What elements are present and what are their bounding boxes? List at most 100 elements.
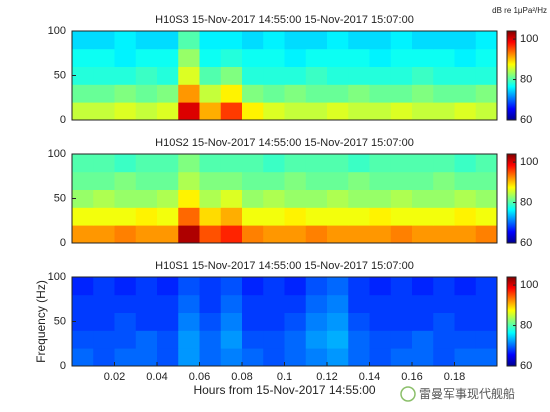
heatmap-cell <box>199 171 222 190</box>
heatmap-cell <box>199 84 222 103</box>
heatmap-cell <box>242 207 264 226</box>
heatmap-cell <box>348 154 370 173</box>
heatmap-cell <box>242 330 264 349</box>
heatmap-cell <box>178 102 200 121</box>
heatmap-cell <box>305 84 328 103</box>
heatmap-cell <box>369 84 392 103</box>
heatmap-cell <box>114 294 137 313</box>
heatmap-cell <box>305 330 328 349</box>
heatmap-cell <box>135 171 158 190</box>
heatmap-cell <box>284 330 307 349</box>
y-tick-label: 50 <box>54 315 66 327</box>
heatmap-cell <box>242 154 264 173</box>
heatmap-cell <box>72 154 94 173</box>
heatmap-cell <box>390 66 413 85</box>
heatmap-cell <box>454 84 477 103</box>
heatmap-cell <box>199 207 222 226</box>
heatmap-cell <box>93 102 115 121</box>
heatmap-cell <box>369 66 392 85</box>
colorbar-tick-label: 80 <box>520 196 532 208</box>
heatmap-cell <box>284 207 307 226</box>
heatmap-cell <box>475 312 498 331</box>
heatmap-cell <box>220 31 243 50</box>
heatmap-cell <box>93 312 115 331</box>
heatmap-cell <box>135 312 158 331</box>
heatmap-cell <box>305 312 328 331</box>
heatmap-cell <box>157 31 179 50</box>
heatmap-cell <box>135 102 158 121</box>
heatmap-cell <box>390 189 413 208</box>
heatmap-cell <box>242 277 264 296</box>
heatmap-cell <box>305 171 328 190</box>
heatmap-cell <box>199 102 222 121</box>
heatmap-cell <box>284 312 307 331</box>
heatmap-cell <box>72 312 94 331</box>
heatmap-cell <box>433 48 455 67</box>
heatmap-cell <box>135 330 158 349</box>
heatmap-cell <box>263 207 285 226</box>
heatmap-cell <box>220 66 243 85</box>
heatmap-cell <box>135 48 158 67</box>
heatmap-cell <box>284 66 307 85</box>
heatmap-cell <box>199 348 222 367</box>
heatmap-cell <box>454 48 477 67</box>
heatmap-cell <box>454 312 477 331</box>
heatmap-cell <box>454 189 477 208</box>
heatmap-cell <box>114 31 137 50</box>
heatmap-cell <box>93 84 115 103</box>
heatmap-cell <box>284 154 307 173</box>
heatmap-cell <box>93 66 115 85</box>
heatmap-cell <box>242 171 264 190</box>
heatmap-cell <box>135 189 158 208</box>
heatmap-cell <box>348 171 370 190</box>
heatmap-cell <box>390 294 413 313</box>
heatmap-cell <box>305 294 328 313</box>
heatmap-cell <box>305 277 328 296</box>
heatmap-cell <box>284 171 307 190</box>
heatmap-cell <box>284 348 307 367</box>
heatmap-cell <box>72 102 94 121</box>
heatmap-cell <box>178 330 200 349</box>
heatmap-cell <box>412 225 434 244</box>
y-tick-label: 0 <box>60 237 66 249</box>
heatmap-cell <box>72 48 94 67</box>
heatmap-cell <box>263 277 285 296</box>
heatmap-cell <box>475 207 498 226</box>
heatmap-cell <box>412 48 434 67</box>
panel-title: H10S1 15-Nov-2017 14:55:00 15-Nov-2017 1… <box>155 260 414 272</box>
heatmap-cell <box>412 294 434 313</box>
heatmap-cell <box>327 348 349 367</box>
heatmap-cell <box>412 207 434 226</box>
heatmap-cell <box>284 84 307 103</box>
heatmap-cell <box>369 171 392 190</box>
heatmap-cell <box>72 84 94 103</box>
y-axis-label: Frequency (Hz) <box>34 280 48 363</box>
heatmap-cell <box>284 189 307 208</box>
y-tick-label: 50 <box>54 192 66 204</box>
heatmap-cell <box>433 330 455 349</box>
heatmap-cell <box>178 171 200 190</box>
heatmap-cell <box>93 348 115 367</box>
heatmap-cell <box>114 312 137 331</box>
heatmap-cell <box>178 84 200 103</box>
heatmap-cell <box>157 189 179 208</box>
heatmap-cell <box>454 171 477 190</box>
heatmap-cell <box>327 154 349 173</box>
heatmap-cell <box>327 277 349 296</box>
heatmap-cell <box>412 330 434 349</box>
heatmap-cell <box>327 312 349 331</box>
heatmap-cell <box>135 277 158 296</box>
heatmap-cell <box>157 48 179 67</box>
heatmap-cell <box>475 330 498 349</box>
colorbar-tick-label: 100 <box>520 279 538 291</box>
colorbar-tick-label: 60 <box>520 114 532 126</box>
heatmap-cell <box>412 102 434 121</box>
panel-title: H10S3 15-Nov-2017 14:55:00 15-Nov-2017 1… <box>155 14 414 26</box>
heatmap-cell <box>369 31 392 50</box>
heatmap-cell <box>263 48 285 67</box>
heatmap-cell <box>199 48 222 67</box>
colorbar-tick-label: 60 <box>520 360 532 372</box>
heatmap-cell <box>263 348 285 367</box>
heatmap-cell <box>242 102 264 121</box>
heatmap-cell <box>72 330 94 349</box>
